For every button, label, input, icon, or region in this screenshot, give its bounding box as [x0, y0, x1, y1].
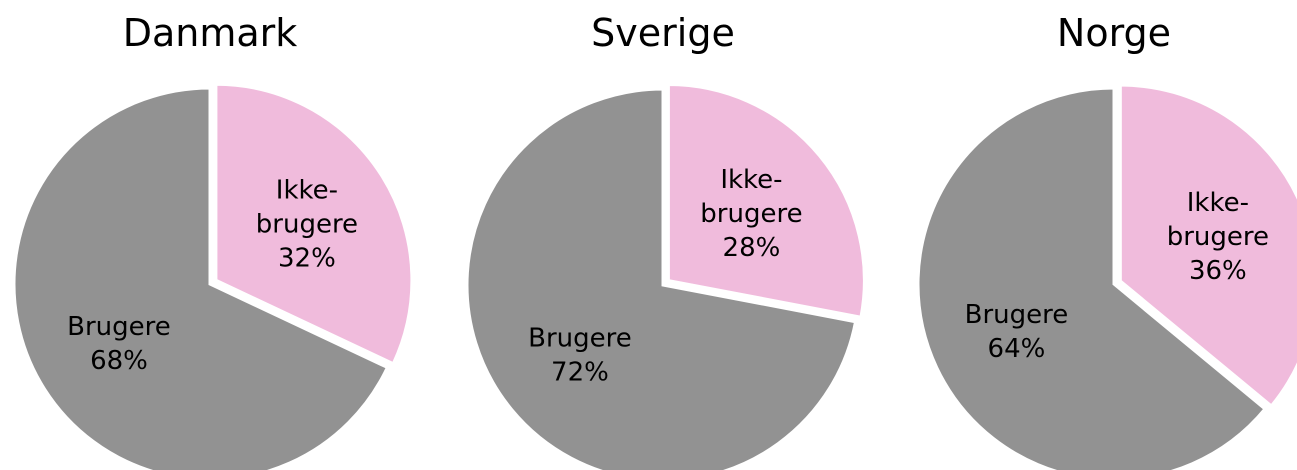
pie-slice: [916, 86, 1268, 470]
pie-slice: [666, 83, 866, 320]
value-label: 64%: [988, 334, 1046, 364]
pie-chart: Norge Ikke-brugere 36% Brugere 64%: [916, 11, 1297, 470]
slice-label: Ikke-brugere: [256, 175, 358, 239]
chart-title: Sverige: [591, 11, 735, 55]
label-line: Brugere: [528, 324, 632, 354]
value-label: 68%: [90, 346, 148, 376]
label-line: Brugere: [965, 300, 1069, 330]
slice-label: Brugere: [528, 324, 632, 354]
pie-slice: [12, 86, 390, 470]
pie-slice: [465, 87, 858, 470]
pie-slice: [1118, 83, 1297, 409]
chart-title: Norge: [1057, 11, 1171, 55]
value-label: 28%: [723, 233, 781, 263]
slice-label: Ikke-brugere: [1167, 188, 1269, 252]
pie-slice: [214, 82, 414, 366]
label-line: Ikke-: [720, 165, 782, 195]
label-line: brugere: [256, 209, 358, 239]
label-line: Ikke-: [276, 175, 338, 205]
label-line: brugere: [1167, 222, 1269, 252]
slice-label: Ikke-brugere: [700, 165, 802, 229]
pie-chart: Sverige Ikke-brugere 28% Brugere 72%: [465, 11, 866, 470]
slice-label: Brugere: [965, 300, 1069, 330]
label-line: Brugere: [67, 312, 171, 342]
value-label: 36%: [1189, 256, 1247, 286]
slice-label: Brugere: [67, 312, 171, 342]
value-label: 32%: [278, 243, 336, 273]
label-line: brugere: [700, 199, 802, 229]
label-line: Ikke-: [1187, 188, 1249, 218]
chart-title: Danmark: [123, 11, 298, 55]
value-label: 72%: [551, 358, 609, 388]
pie-chart: Danmark Ikke-brugere 32% Brugere 68%: [12, 11, 414, 470]
